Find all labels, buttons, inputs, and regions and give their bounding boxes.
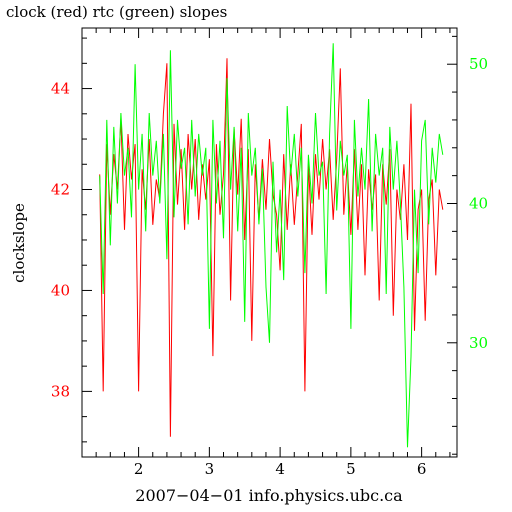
series-line-rtc <box>99 43 444 448</box>
y-left-tick-label: 42 <box>51 181 70 199</box>
series-line-clock <box>99 58 444 437</box>
y-right-tick-label: 50 <box>469 55 488 73</box>
x-tick-label: 2 <box>134 460 144 478</box>
y-left-tick-label: 38 <box>51 382 70 400</box>
y-right-tick-label: 30 <box>469 334 488 352</box>
x-tick-label: 5 <box>346 460 356 478</box>
x-tick-label: 3 <box>205 460 215 478</box>
chart-title: clock (red) rtc (green) slopes <box>6 3 227 21</box>
y-left-tick-label: 40 <box>51 281 70 299</box>
plot-area: 2 3 4 5 6 38 40 42 44 30 40 50 <box>51 27 488 478</box>
y-axis-label: clockslope <box>10 203 28 283</box>
y-left-tick-label: 44 <box>51 80 70 98</box>
x-tick-label: 4 <box>275 460 285 478</box>
x-tick-label: 6 <box>417 460 427 478</box>
x-axis-label: 2007−04−01 info.physics.ubc.ca <box>135 486 403 505</box>
y-right-tick-label: 40 <box>469 195 488 213</box>
plot-frame <box>81 27 458 458</box>
